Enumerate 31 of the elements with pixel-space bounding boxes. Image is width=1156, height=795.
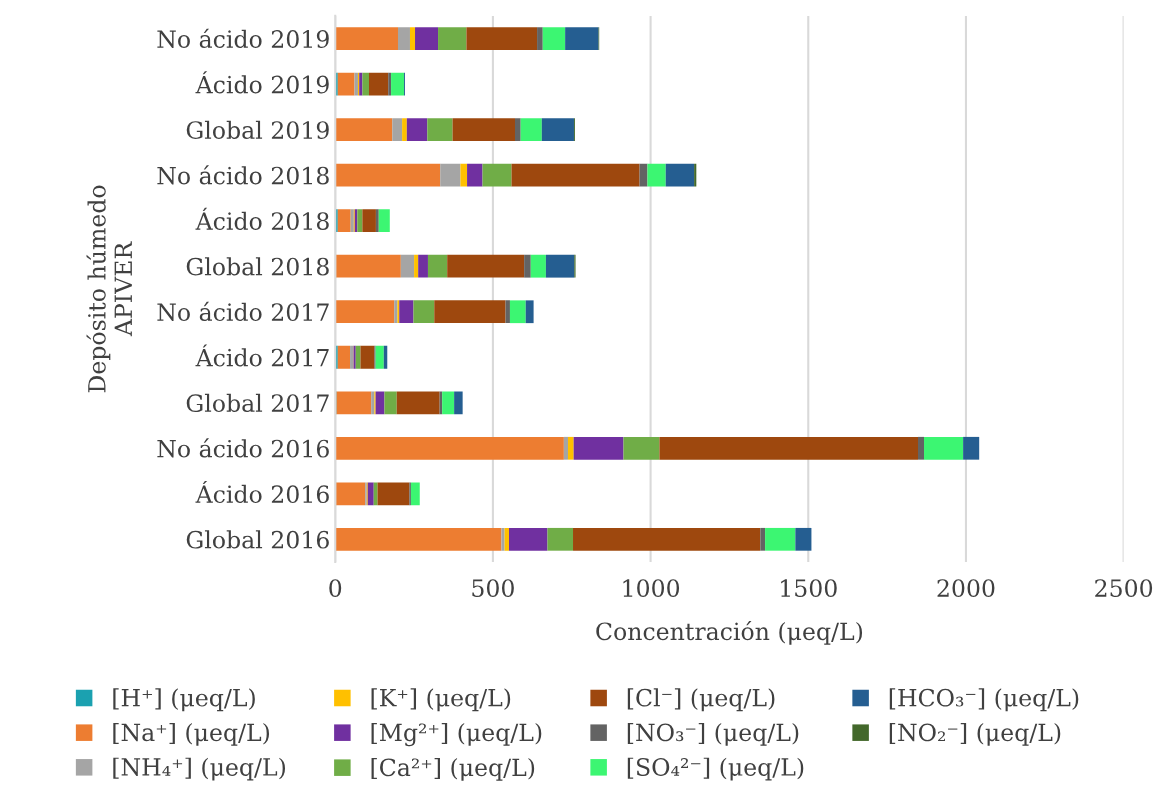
- x-tick-label: 0: [329, 579, 342, 598]
- x-tick-label: 1000: [623, 579, 680, 598]
- legend-label: [NO₃⁻] (μeq/L): [627, 722, 799, 746]
- legend-label: [K⁺] (μeq/L): [371, 688, 511, 712]
- legend-label: [Na⁺] (μeq/L): [113, 722, 270, 746]
- x-tick-label: 2500: [1095, 579, 1153, 598]
- y-tick-label: Global 2017: [186, 393, 329, 413]
- legend-label: [HCO₃⁻] (μeq/L): [889, 688, 1079, 712]
- y-tick-label: No ácido 2016: [157, 438, 329, 458]
- legend-label: [Mg²⁺] (μeq/L): [371, 722, 542, 747]
- y-tick-label: No ácido 2017: [157, 301, 329, 322]
- legend-label: [SO₄²⁻] (μeq/L): [627, 757, 804, 781]
- y-tick-label: Ácido 2017: [195, 344, 329, 367]
- y-tick-label: Ácido 2016: [195, 480, 329, 504]
- y-tick-label: No ácido 2019: [157, 28, 329, 48]
- y-tick-label: Ácido 2018: [195, 207, 329, 231]
- y-tick-label: Ácido 2019: [195, 71, 329, 94]
- x-axis-title: Concentración (μeq/L): [596, 621, 863, 645]
- x-tick-label: 2000: [937, 579, 995, 598]
- x-tick-label: 500: [472, 579, 514, 598]
- y-axis-title: Depósito húmedo APIVER: [86, 185, 132, 393]
- x-tick-label: 1500: [781, 579, 837, 598]
- legend-label: [NH₄⁺] (μeq/L): [113, 757, 286, 781]
- y-tick-label: Global 2018: [186, 257, 329, 276]
- y-tick-label: Global 2016: [186, 530, 329, 549]
- legend-label: [Ca²⁺] (μeq/L): [371, 757, 535, 781]
- y-tick-label: No ácido 2018: [157, 165, 329, 185]
- legend-label: [Cl⁻] (μeq/L): [627, 688, 775, 712]
- legend-label: [NO₂⁻] (μeq/L): [889, 722, 1061, 746]
- y-tick-label: Global 2019: [186, 120, 329, 139]
- legend-label: [H⁺] (μeq/L): [113, 688, 255, 712]
